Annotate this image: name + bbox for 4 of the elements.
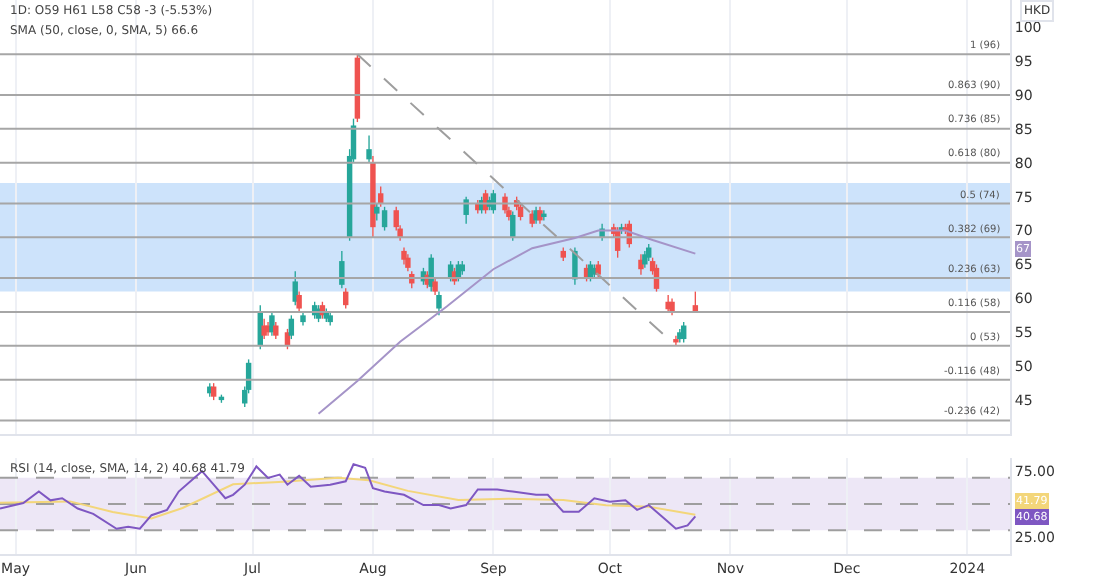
line-series [0,463,697,530]
line-series [317,229,697,415]
line-series [0,476,697,520]
candlestick [541,210,547,221]
